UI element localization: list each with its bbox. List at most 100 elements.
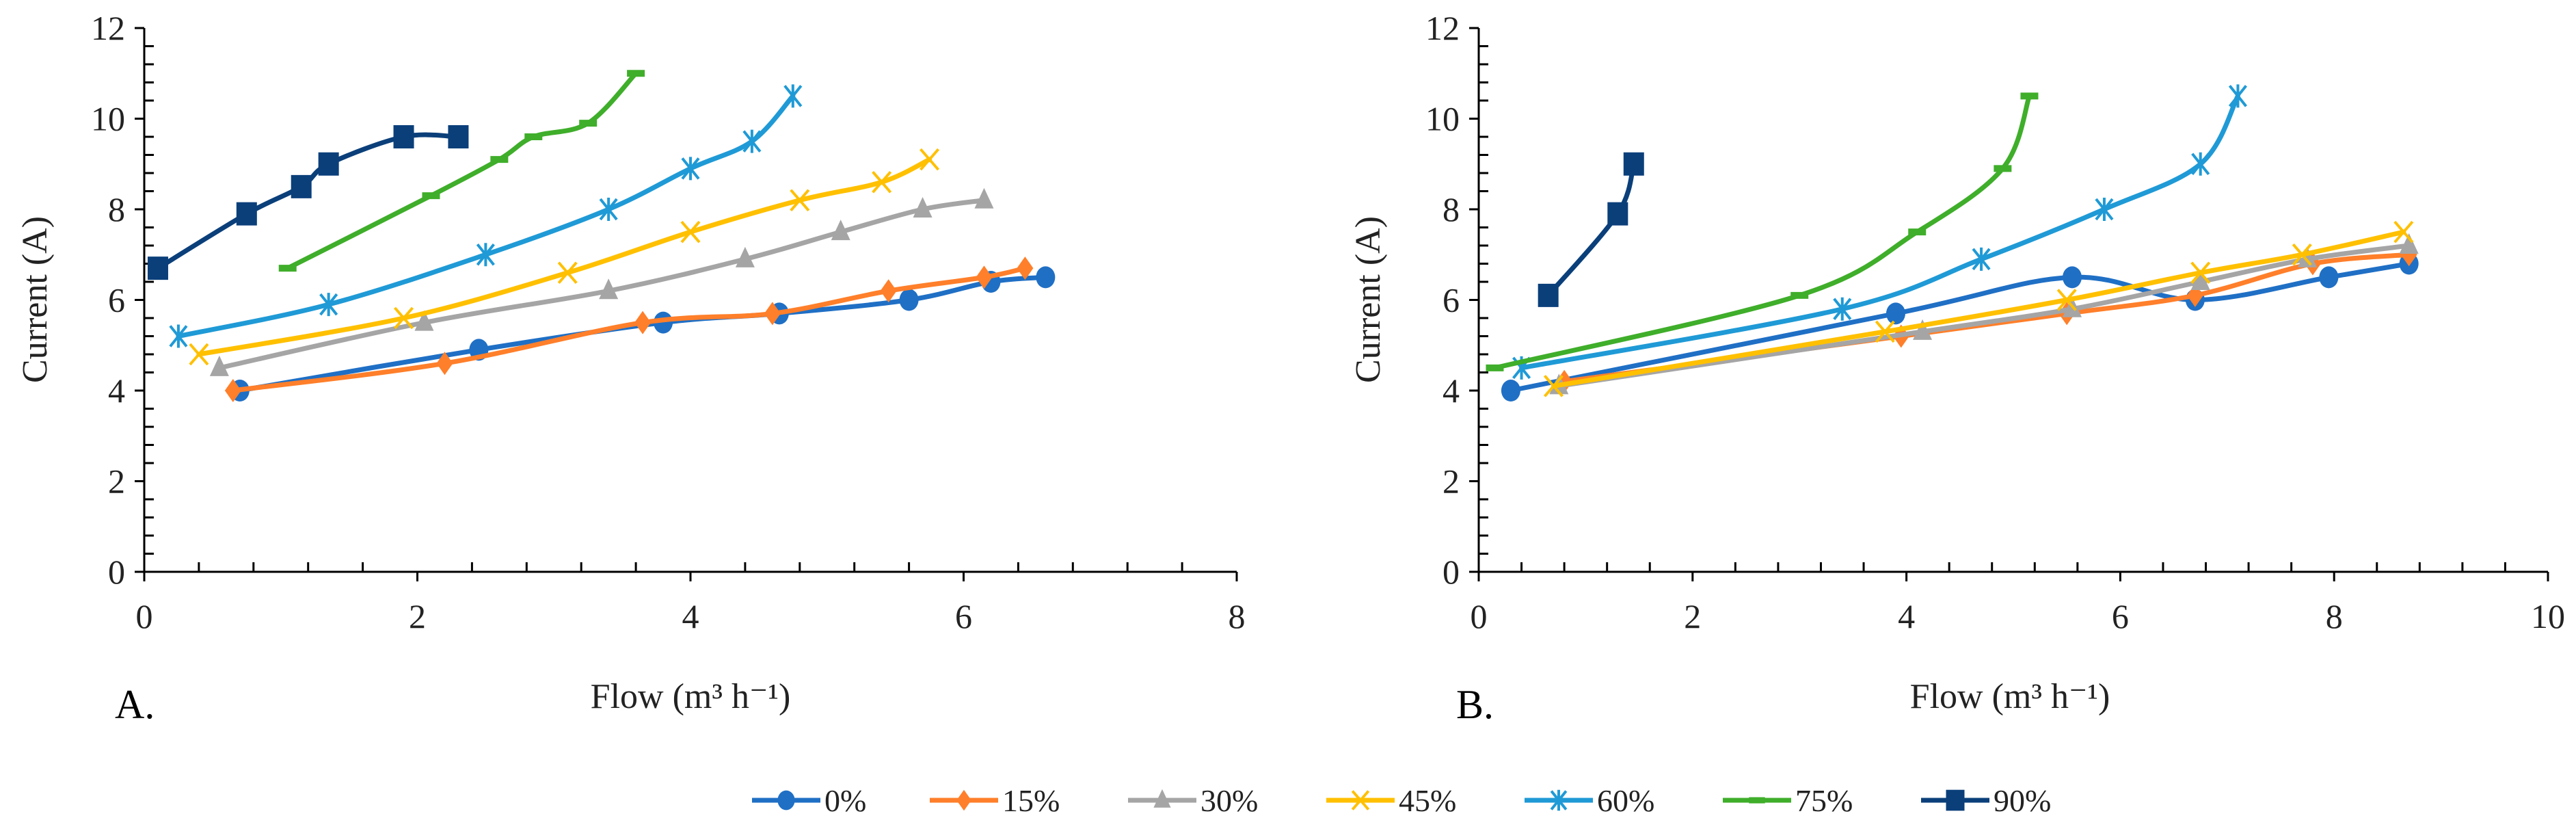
data-point bbox=[278, 265, 297, 272]
y-tick-label: 6 bbox=[108, 281, 125, 319]
series-30pct-a bbox=[209, 187, 994, 376]
data-point bbox=[1036, 266, 1056, 289]
data-point bbox=[1886, 302, 1905, 325]
legend-marker-icon bbox=[1946, 789, 1965, 811]
series-line bbox=[176, 93, 796, 339]
series-90pct-a bbox=[147, 125, 469, 280]
data-point bbox=[2056, 289, 2077, 311]
x-tick-label: 10 bbox=[2531, 597, 2565, 635]
data-point bbox=[2063, 266, 2082, 289]
legend-item: 30% bbox=[1128, 783, 1258, 816]
x-tick-label: 8 bbox=[2326, 597, 2343, 635]
data-point bbox=[2190, 269, 2210, 290]
panel-label-b: B. bbox=[1456, 682, 1494, 727]
x-tick-label: 8 bbox=[1229, 597, 1246, 635]
data-point bbox=[764, 302, 781, 326]
legend-item: 75% bbox=[1723, 783, 1853, 816]
data-point bbox=[189, 343, 209, 366]
y-tick-label: 12 bbox=[91, 9, 125, 47]
data-point bbox=[147, 256, 168, 280]
data-point bbox=[524, 133, 543, 140]
y-tick-label: 10 bbox=[1425, 100, 1460, 138]
series-line bbox=[230, 265, 1028, 393]
x-tick-label: 2 bbox=[1684, 597, 1701, 635]
data-point bbox=[1972, 247, 1991, 271]
data-point bbox=[422, 192, 440, 200]
data-point bbox=[394, 306, 414, 330]
legend-label: 60% bbox=[1597, 783, 1654, 816]
data-point bbox=[2095, 198, 2114, 221]
chart-a: A. Flow (m³ h⁻¹) Current (A) 0 2 4 6 8 10 12 0 2… bbox=[16, 9, 1246, 727]
data-point bbox=[627, 70, 645, 77]
legend-label: 0% bbox=[824, 783, 866, 816]
x-tick-label: 6 bbox=[2112, 597, 2129, 635]
legend-item: 90% bbox=[1921, 783, 2051, 816]
data-point bbox=[681, 157, 700, 181]
legend-label: 30% bbox=[1200, 783, 1258, 816]
panel-label-a: A. bbox=[115, 682, 155, 727]
y-tick-label: 10 bbox=[91, 100, 125, 138]
data-point bbox=[2319, 266, 2339, 289]
data-point bbox=[2020, 92, 2039, 100]
series-60pct-b bbox=[1512, 84, 2248, 380]
x-tick-label: 4 bbox=[682, 597, 699, 635]
data-point bbox=[2393, 220, 2414, 244]
x-axis-title-a: Flow (m³ h⁻¹) bbox=[591, 677, 791, 716]
data-point bbox=[1623, 152, 1644, 176]
data-point bbox=[490, 156, 509, 163]
legend-item: 45% bbox=[1326, 783, 1456, 816]
data-point bbox=[1913, 319, 1933, 340]
legend-item: 15% bbox=[930, 783, 1060, 816]
data-point bbox=[414, 310, 434, 331]
data-point bbox=[831, 220, 850, 241]
data-point bbox=[2190, 261, 2211, 285]
y-tick-label: 8 bbox=[1443, 190, 1460, 228]
series-60pct-a bbox=[169, 84, 803, 348]
data-point bbox=[599, 198, 618, 221]
data-point bbox=[2191, 152, 2210, 176]
y-axis-title-b: Current (A) bbox=[1349, 216, 1388, 383]
data-point bbox=[742, 129, 762, 153]
y-tick-label: 6 bbox=[1443, 281, 1460, 319]
y-tick-label: 0 bbox=[1443, 553, 1460, 591]
data-point bbox=[1017, 256, 1034, 280]
series-75pct-a bbox=[278, 70, 645, 272]
data-point bbox=[1543, 375, 1564, 397]
y-axis-title-a: Current (A) bbox=[16, 216, 55, 383]
data-point bbox=[579, 120, 598, 127]
data-point bbox=[224, 379, 241, 402]
series-45pct-a bbox=[189, 148, 940, 366]
legend-marker-icon bbox=[1153, 789, 1171, 808]
legend-item: 0% bbox=[752, 783, 866, 816]
series-75pct-b bbox=[1486, 92, 2039, 371]
data-point bbox=[2298, 246, 2318, 267]
legend-label: 45% bbox=[1399, 783, 1456, 816]
data-point bbox=[2292, 243, 2312, 266]
data-point bbox=[1501, 380, 1520, 402]
y-tick-label: 8 bbox=[108, 190, 125, 228]
legend-marker-icon bbox=[1550, 789, 1568, 811]
data-point bbox=[735, 246, 755, 267]
data-point bbox=[448, 125, 469, 148]
y-tick-label: 2 bbox=[1443, 462, 1460, 501]
y-tick-label: 4 bbox=[108, 371, 125, 410]
data-point bbox=[899, 289, 919, 311]
data-point bbox=[783, 84, 803, 108]
data-point bbox=[209, 355, 229, 376]
data-point bbox=[976, 265, 993, 289]
data-point bbox=[872, 170, 892, 194]
data-point bbox=[599, 278, 619, 300]
legend-marker-icon bbox=[777, 790, 795, 811]
series-90pct-b bbox=[1538, 152, 1644, 307]
data-point bbox=[1875, 320, 1895, 343]
data-point bbox=[1486, 364, 1504, 371]
legend-item: 60% bbox=[1525, 783, 1654, 816]
data-point bbox=[436, 352, 453, 376]
data-point bbox=[476, 243, 495, 267]
series-45pct-b bbox=[1543, 220, 2414, 397]
data-point bbox=[291, 174, 312, 198]
data-point bbox=[169, 324, 188, 348]
series-line bbox=[1546, 161, 1637, 298]
series-line bbox=[217, 198, 987, 371]
